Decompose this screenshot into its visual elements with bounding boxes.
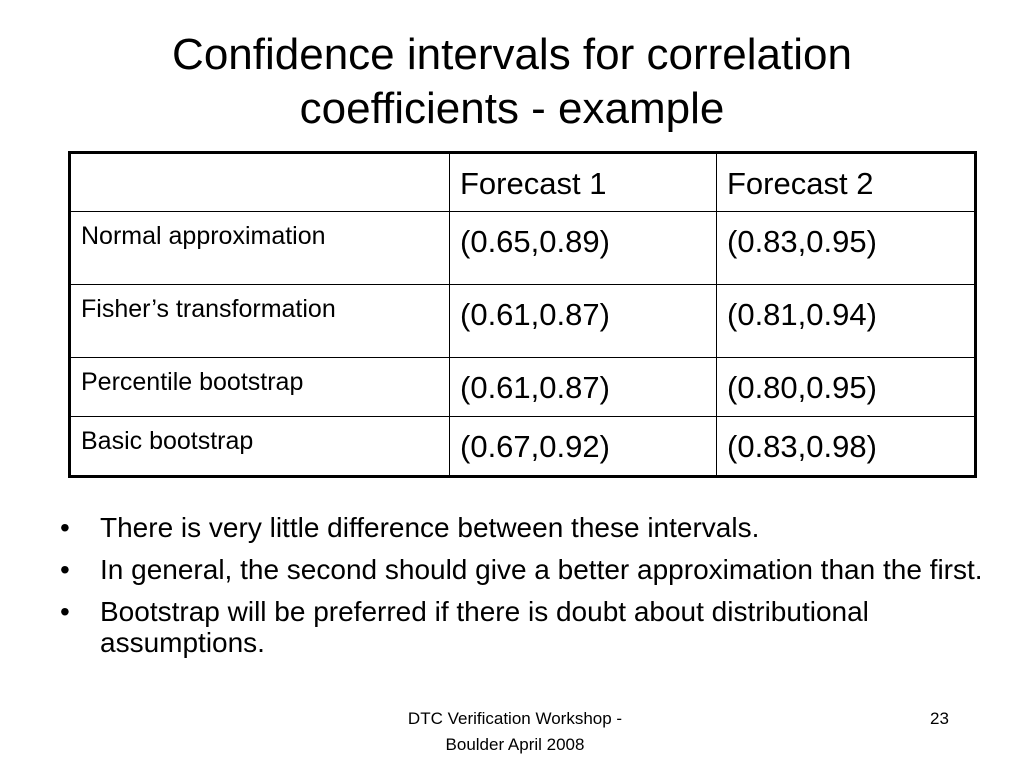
table-row: Percentile bootstrap (0.61,0.87) (0.80,0.9… — [69, 357, 976, 417]
bullet: There is very little difference between … — [60, 512, 985, 543]
interval-cell: (0.80,0.95) — [716, 357, 976, 417]
title-line: Confidence intervals for correlation — [172, 30, 852, 79]
interval-cell: (0.67,0.92) — [449, 416, 717, 477]
results-table: Forecast 1 Forecast 2 Normal approximati… — [68, 151, 977, 478]
table-row: Normal approximation (0.65,0.89) (0.83,0.9… — [69, 211, 976, 285]
interval-cell: (0.83,0.98) — [716, 416, 976, 477]
row-label: Fisher’s transformation — [69, 284, 450, 358]
interval-cell: (0.65,0.89) — [449, 211, 717, 285]
row-label: Basic bootstrap — [69, 416, 450, 477]
bullet: Bootstrap will be preferred if there is … — [60, 596, 985, 658]
header-cell: Forecast 2 — [716, 152, 976, 212]
footer: DTC Verification Workshop - Boulder Apri… — [365, 706, 665, 758]
interval-cell: (0.81,0.94) — [716, 284, 976, 358]
corner-cell — [69, 152, 450, 212]
slide-title: Confidence intervals for correlation coe… — [0, 28, 1024, 136]
header-row: Forecast 1 Forecast 2 — [69, 152, 976, 212]
header-cell: Forecast 1 — [449, 152, 717, 212]
row-label: Normal approximation — [69, 211, 450, 285]
row-label: Percentile bootstrap — [69, 357, 450, 417]
footer-line: Boulder April 2008 — [445, 735, 585, 754]
bullet-list: There is very little difference between … — [0, 512, 983, 669]
page-number: 23 — [930, 709, 949, 728]
table-row: Fisher’s transformation (0.61,0.87) (0.81,… — [69, 284, 976, 358]
table-row: Basic bootstrap (0.67,0.92) (0.83,0.98) — [69, 416, 976, 477]
interval-cell: (0.61,0.87) — [449, 357, 717, 417]
interval-cell: (0.61,0.87) — [449, 284, 717, 358]
interval-cell: (0.83,0.95) — [716, 211, 976, 285]
bullet: In general, the second should give a bet… — [60, 554, 985, 585]
title-line: coefficients - example — [299, 84, 725, 133]
footer-line: DTC Verification Workshop - — [407, 709, 623, 728]
